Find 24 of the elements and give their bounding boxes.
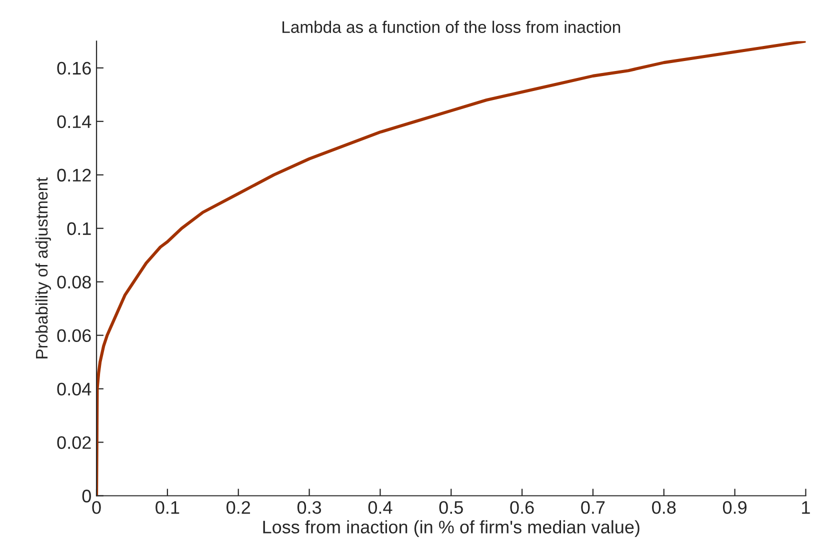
x-tick-label: 0.2 — [226, 501, 250, 514]
x-tick-label: 0.1 — [156, 501, 180, 514]
y-tick-label: 0.08 — [57, 276, 91, 289]
x-tick-label: 0.9 — [722, 501, 747, 514]
y-tick-label: 0.12 — [57, 168, 91, 182]
y-tick-label: 0.1 — [67, 222, 91, 236]
line-series — [96, 41, 806, 496]
chart-title: Lambda as a function of the loss from inaction — [282, 20, 620, 34]
x-axis-title: Loss from inaction (in % of firm's median value) — [263, 520, 640, 538]
x-tick-label: 1 — [802, 501, 810, 514]
x-tick-label: 0.6 — [510, 501, 534, 514]
y-tick-label: 0 — [82, 490, 91, 502]
x-tick-label: 0 — [92, 501, 101, 514]
y-axis-title: Probability of adjustment — [35, 177, 51, 358]
x-tick-label: 0.5 — [439, 501, 463, 514]
x-tick-label: 0.7 — [581, 501, 605, 514]
y-tick-label: 0.14 — [57, 115, 92, 128]
x-tick-label: 0.4 — [368, 501, 392, 514]
x-tick-label: 0.8 — [652, 501, 676, 514]
y-tick-label: 0.04 — [57, 382, 92, 396]
x-tick-label: 0.3 — [297, 501, 322, 514]
y-tick-label: 0.02 — [57, 436, 91, 449]
y-tick-label: 0.06 — [57, 329, 91, 342]
y-tick-label: 0.16 — [57, 62, 91, 75]
